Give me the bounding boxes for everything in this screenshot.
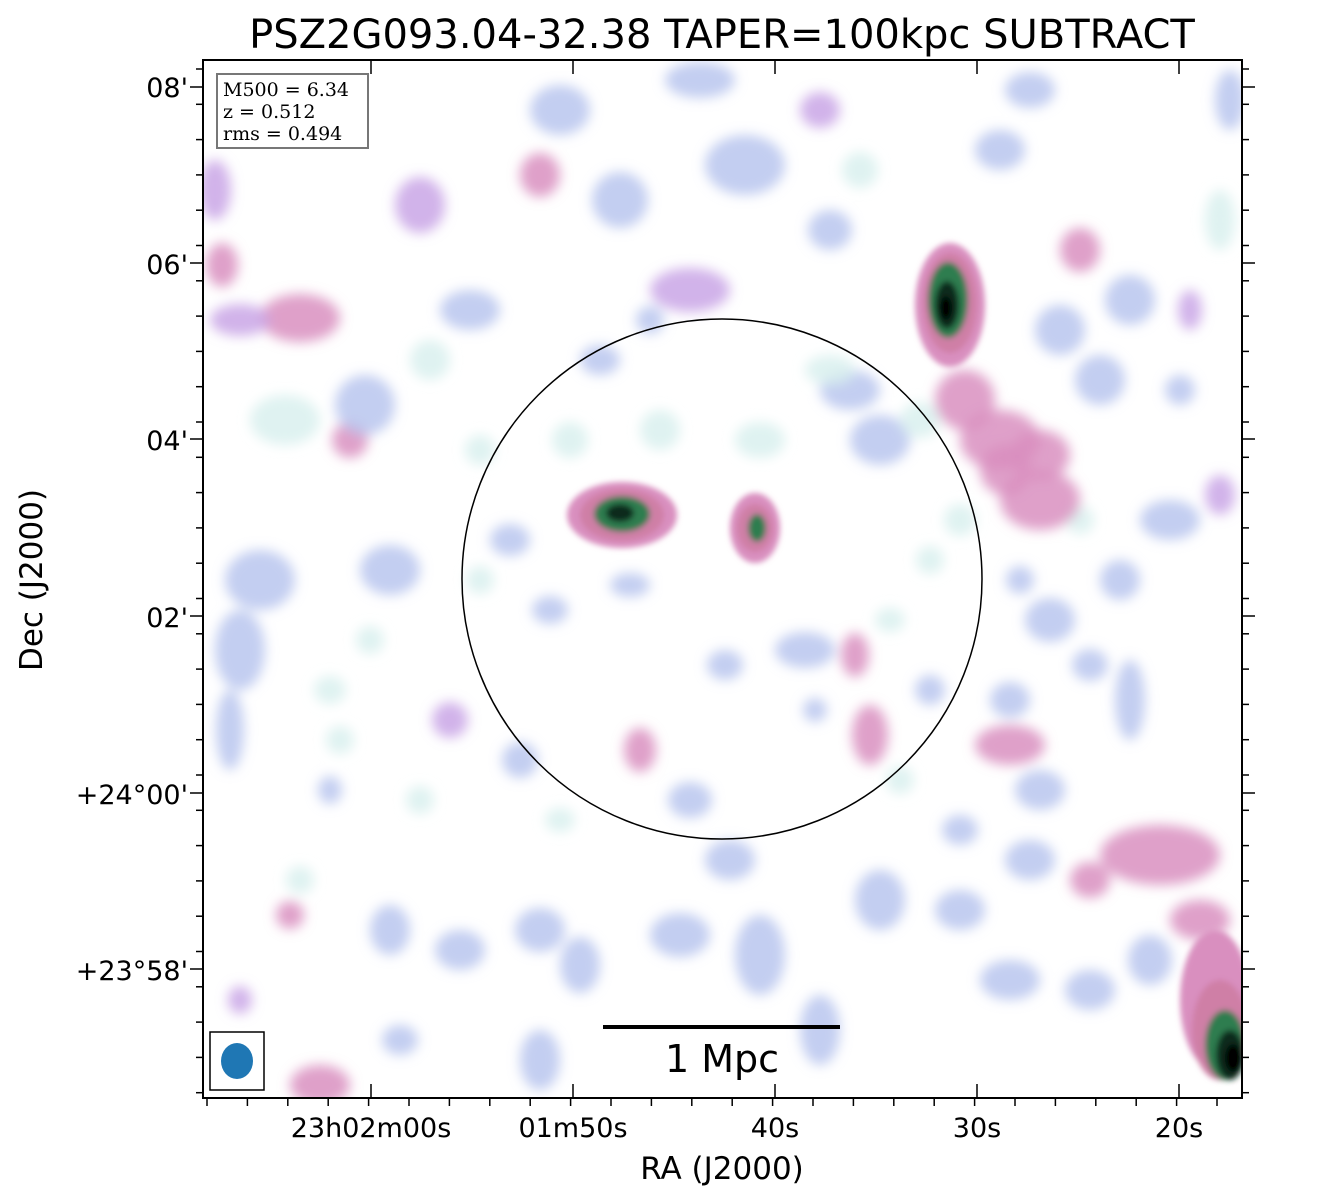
y-tick-label: +24°00' — [76, 780, 188, 811]
axis-ticks — [190, 60, 1255, 1106]
y-tick-label: 06' — [146, 250, 188, 281]
r500-circle — [461, 318, 983, 840]
y-tick-label: 04' — [146, 426, 188, 457]
x-tick-label: 40s — [751, 1113, 799, 1144]
x-axis-label: RA (J2000) — [640, 1151, 804, 1187]
info-box: M500 = 6.34 z = 0.512 rms = 0.494 — [216, 73, 369, 149]
x-tick-label: 30s — [953, 1113, 1001, 1144]
plot-frame — [202, 59, 1243, 1099]
info-m500: M500 = 6.34 — [223, 79, 349, 101]
x-tick-label: 20s — [1155, 1113, 1203, 1144]
y-tick-label: +23°58' — [76, 956, 188, 987]
beam-ellipse — [221, 1043, 253, 1079]
scale-bar: 1 Mpc — [603, 1025, 840, 1081]
radio-emission-map — [203, 60, 1242, 1098]
figure-title: PSZ2G093.04-32.38 TAPER=100kpc SUBTRACT — [249, 12, 1195, 58]
x-tick-label: 01m50s — [518, 1113, 627, 1144]
info-redshift: z = 0.512 — [223, 101, 315, 123]
beam-box — [209, 1031, 265, 1091]
info-rms: rms = 0.494 — [223, 123, 342, 145]
x-tick-label: 23h02m00s — [291, 1113, 452, 1144]
scale-bar-label: 1 Mpc — [665, 1037, 779, 1081]
y-tick-labels: 08' 06' 04' 02' +24°00' +23°58' — [76, 73, 188, 987]
noise-emission — [203, 62, 1242, 1098]
y-tick-label: 08' — [146, 73, 188, 104]
y-tick-label: 02' — [146, 603, 188, 634]
y-axis-label: Dec (J2000) — [14, 489, 50, 671]
x-tick-labels: 23h02m00s 01m50s 40s 30s 20s — [291, 1113, 1204, 1144]
compact-sources — [567, 243, 1242, 1080]
